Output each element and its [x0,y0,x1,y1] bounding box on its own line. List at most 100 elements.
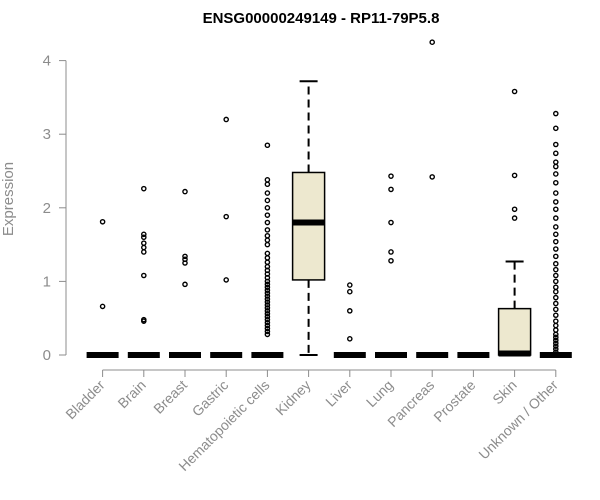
outlier-point [346,336,353,342]
outlier-point [264,296,271,302]
outlier-point [264,227,271,233]
box-group [375,173,407,358]
outlier-point [553,318,559,324]
outlier-point [346,308,353,314]
outlier-point [553,260,559,267]
y-tick-label: 0 [43,347,51,364]
outlier-point [264,219,271,226]
outlier-point [264,302,271,308]
outlier-point [388,249,394,255]
outlier-point [264,328,271,335]
outlier-point [388,219,394,226]
outlier-point [140,185,147,192]
outlier-point [264,190,271,196]
outlier-point [553,163,559,170]
outlier-point [264,212,271,218]
outlier-point [264,310,271,317]
outlier-point [264,290,271,296]
outlier-point [223,213,229,220]
outlier-point [388,186,394,193]
outlier-point [553,110,559,117]
outlier-point [140,231,147,238]
outlier-point [553,125,559,132]
outlier-point [346,288,353,295]
x-tick-label: Skin [489,377,520,408]
box-group [291,80,326,356]
box-group [497,88,532,357]
plot-area [86,39,572,358]
outlier-point [429,174,436,180]
outlier-point [264,281,271,288]
outlier-point [264,204,271,211]
outlier-point [553,322,559,329]
outlier-point [553,284,559,291]
x-tick-label: Bladder [62,377,108,423]
outlier-point [264,316,271,323]
y-axis-label: Expression [0,162,17,236]
outlier-point [553,334,559,341]
outlier-point [553,141,559,148]
box [291,171,326,281]
y-axis: 0 1 2 3 4 [43,53,67,364]
outlier-point [140,240,147,246]
outlier-point [553,312,559,319]
outlier-point [553,331,559,338]
outlier-point [388,257,394,264]
outlier-point [223,116,229,123]
outlier-point [264,322,271,329]
outlier-point [264,255,271,261]
outlier-point [264,305,271,311]
outlier-point [553,294,559,301]
outlier-point [553,179,559,186]
outlier-point [264,299,271,305]
x-tick-label: Brain [114,377,148,411]
outlier-point [553,266,559,273]
box-group [333,282,366,358]
outlier-point [553,327,559,333]
outlier-point [511,88,518,95]
outlier-point [553,231,559,238]
x-tick-label: Prostate [430,377,478,425]
outlier-point [264,293,271,299]
x-tick-label: Lung [363,377,396,410]
outlier-point [553,224,559,230]
box-group [86,218,119,358]
outlier-point [346,282,353,288]
outlier-point [264,319,271,326]
outlier-point [264,232,271,239]
outlier-point [511,215,518,221]
outlier-point [264,287,271,294]
outlier-point [553,337,559,344]
outlier-point [553,306,559,313]
outlier-point [553,199,559,205]
outlier-point [264,241,271,248]
outlier-point [553,171,559,177]
outlier-point [264,250,271,257]
box-group [539,110,572,358]
box-group [169,188,201,358]
outlier-point [182,188,188,195]
outlier-point [264,331,271,338]
outlier-point [182,256,188,263]
y-tick-label: 4 [43,53,51,70]
outlier-point [264,313,271,320]
outlier-point [264,197,271,204]
x-tick-label: Liver [322,377,355,410]
outlier-point [553,253,559,260]
outlier-point [264,177,271,183]
box-group [210,116,243,358]
outlier-point [264,259,271,266]
outlier-point [182,253,188,260]
outlier-point [553,278,559,285]
outlier-point [553,206,559,213]
x-tick-label: Kidney [272,377,314,419]
y-tick-label: 1 [43,273,51,290]
outlier-point [553,159,559,165]
box-group [416,39,449,358]
outlier-point [264,308,271,314]
outlier-point [553,150,559,157]
outlier-point [553,340,559,347]
outlier-point [553,246,559,252]
